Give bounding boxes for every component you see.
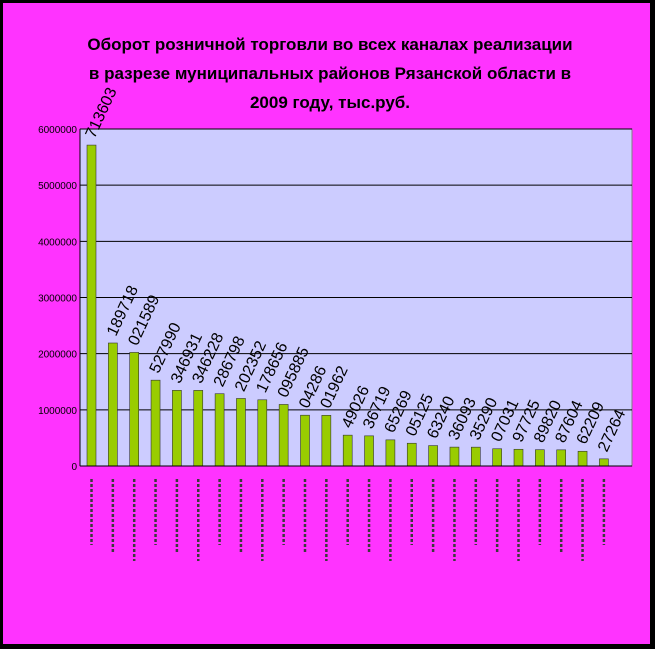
bar [385,439,396,467]
bar [150,379,161,467]
bar [535,449,545,467]
y-tick-label: 5000000 [38,181,77,192]
bar [86,144,97,467]
bar [236,398,246,467]
bar [172,390,182,467]
chart-title-line-2: в разрезе муниципальных районов Рязанско… [88,64,572,83]
bar [108,342,118,467]
bar [577,450,588,467]
bar [492,448,502,467]
bar [214,393,225,467]
bar [278,404,289,467]
y-tick-label: 4000000 [38,237,77,248]
bar [193,390,204,467]
bar [321,415,332,467]
bar [428,445,438,467]
bar [364,435,374,467]
bar [406,442,417,467]
bar [470,446,481,467]
y-tick-label: 6000000 [38,125,77,136]
chart-title-line-1: Оборот розничной торговли во всех канала… [87,35,573,54]
bars [86,144,609,467]
bar [556,449,567,467]
y-tick-label: 1000000 [38,406,77,417]
y-tick-label: 2000000 [38,350,77,361]
bar [513,448,524,467]
y-tick-label: 3000000 [38,294,77,305]
gridlines [80,128,632,411]
bar [599,458,609,467]
x-axis-category-labels [90,479,606,561]
y-axis-tick-labels: 0 1000000 2000000 3000000 4000000 5000000 6000… [38,125,77,473]
bar [300,414,310,467]
bar [129,352,139,467]
bar [342,434,353,467]
bar [449,446,460,467]
chart-title-line-3: 2009 году, тыс.руб. [249,93,411,112]
chart-title: Оборот розничной торговли во всех канала… [40,30,620,117]
bar [257,399,268,467]
y-tick-label: 0 [71,462,77,473]
